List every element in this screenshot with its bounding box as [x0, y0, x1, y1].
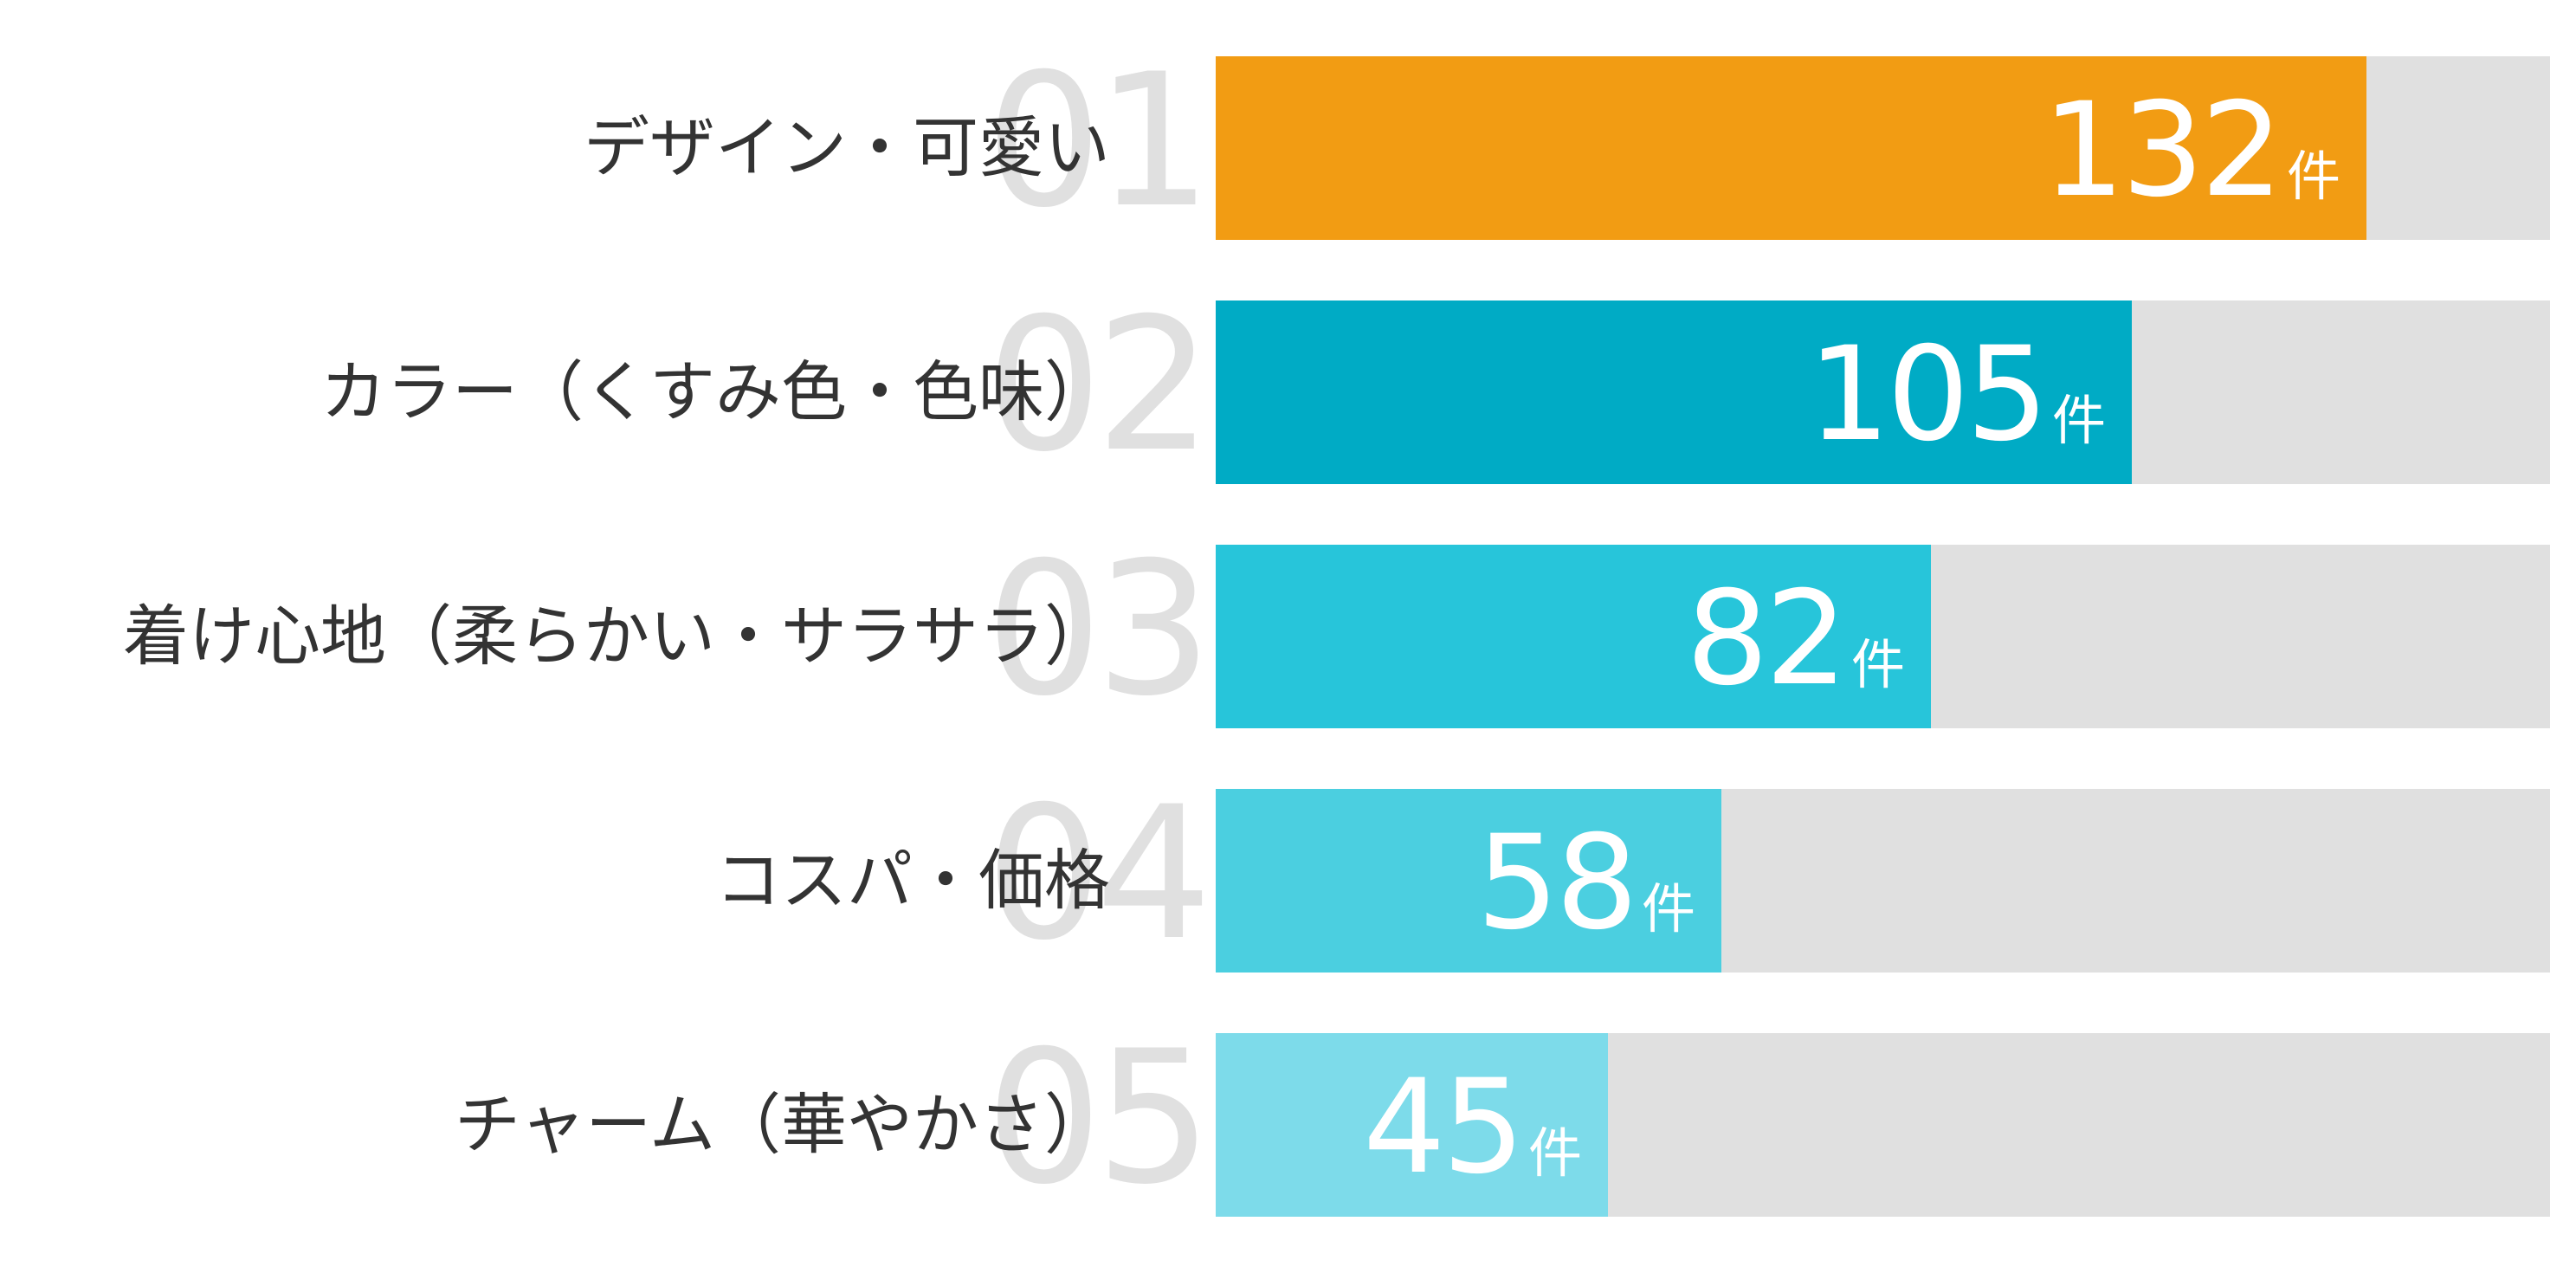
category-label: カラー（くすみ色・色味） [320, 353, 1110, 430]
data-label-unit: 件 [1850, 633, 1905, 696]
data-label-value: 82 [1686, 564, 1848, 714]
bar-track: 82 件 [1216, 545, 2550, 728]
data-label: 105 件 [1808, 330, 2106, 460]
bar-track: 45 件 [1216, 1033, 2550, 1217]
category-label: コスパ・価格 [715, 842, 1110, 919]
category-label: 着け心地（柔らかい・サラサラ） [123, 598, 1110, 675]
rank-number-text: 04 [985, 766, 1212, 980]
category-label: チャーム（華やかさ） [455, 1086, 1110, 1163]
bar: 82 件 [1216, 545, 1931, 728]
bar-track: 105 件 [1216, 300, 2550, 484]
chart-row: 02 カラー（くすみ色・色味） 105 件 [0, 294, 2576, 484]
data-label: 132 件 [2043, 86, 2340, 216]
bar: 58 件 [1216, 789, 1721, 973]
rank-number-text: 05 [985, 1011, 1212, 1225]
data-label: 82 件 [1686, 574, 1905, 704]
bar: 45 件 [1216, 1033, 1608, 1217]
chart-row: 04 コスパ・価格 58 件 [0, 782, 2576, 973]
data-label-value: 58 [1476, 808, 1638, 959]
data-label-unit: 件 [2286, 145, 2340, 208]
category-label: デザイン・可愛い [584, 109, 1110, 186]
chart-row: 05 チャーム（華やかさ） 45 件 [0, 1026, 2576, 1217]
data-label: 58 件 [1476, 818, 1695, 948]
data-label-unit: 件 [1641, 877, 1695, 940]
data-label-value: 132 [2042, 75, 2283, 226]
data-label-unit: 件 [1527, 1121, 1582, 1185]
chart-row: 01 デザイン・可愛い 132 件 [0, 49, 2576, 240]
bar: 132 件 [1216, 56, 2366, 240]
bar: 105 件 [1216, 300, 2132, 484]
rank-number-text: 01 [985, 34, 1212, 248]
data-label: 45 件 [1363, 1063, 1582, 1192]
data-label-value: 105 [1807, 320, 2049, 470]
bar-track: 58 件 [1216, 789, 2550, 973]
rank-number-text: 03 [985, 522, 1212, 736]
bar-track: 132 件 [1216, 56, 2550, 240]
data-label-value: 45 [1363, 1052, 1525, 1203]
data-label-unit: 件 [2051, 389, 2106, 452]
rank-number-text: 02 [985, 278, 1212, 492]
chart-row: 03 着け心地（柔らかい・サラサラ） 82 件 [0, 538, 2576, 728]
